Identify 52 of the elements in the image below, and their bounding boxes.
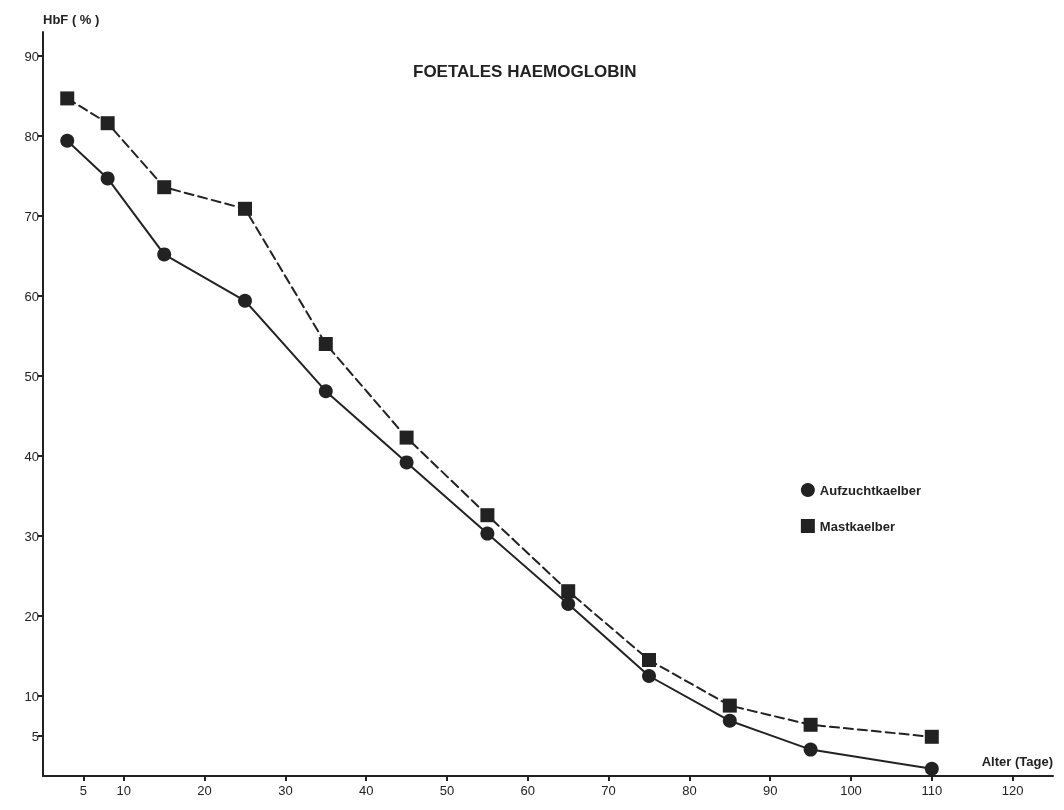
- y-tick-label: 5: [31, 728, 39, 744]
- y-tick-label: 60: [24, 288, 39, 304]
- y-tick-label: 90: [24, 48, 39, 64]
- point: [480, 508, 495, 523]
- y-tick-label: 20: [24, 608, 39, 624]
- point: [318, 337, 333, 351]
- x-tick-label: 50: [439, 783, 455, 798]
- point: [642, 653, 656, 667]
- point: [561, 597, 576, 611]
- x-tick-label: 30: [278, 783, 293, 798]
- point: [722, 713, 737, 728]
- x-tick-label: 120: [1001, 783, 1024, 798]
- point: [318, 384, 333, 399]
- x-tick-label: 110: [921, 783, 943, 798]
- y-tick-label: 40: [24, 448, 39, 464]
- y-tick-label: 70: [24, 208, 39, 224]
- point: [561, 584, 576, 599]
- point: [803, 742, 818, 757]
- x-tick-label: 10: [116, 783, 132, 798]
- point: [803, 717, 818, 732]
- point: [480, 526, 495, 541]
- y-tick-label: 30: [24, 528, 39, 544]
- point: [924, 761, 939, 776]
- x-tick-label: 80: [682, 783, 697, 798]
- legend-label: Mastkaelber: [819, 518, 896, 534]
- y-axis-title: HbF ( % ): [43, 12, 100, 27]
- y-tick-label: 50: [24, 368, 39, 384]
- x-axis-title: Alter (Tage): [981, 754, 1053, 769]
- x-tick-label: 70: [601, 783, 616, 798]
- x-tick-label: 40: [358, 783, 374, 798]
- point: [642, 669, 656, 683]
- text: FOETALES HAEMOGLOBIN: [413, 62, 637, 81]
- x-tick-label: 90: [762, 783, 778, 798]
- point: [924, 729, 939, 744]
- point: [722, 698, 737, 713]
- point: [100, 116, 115, 131]
- point: [399, 455, 414, 470]
- x-tick-label: 100: [840, 783, 862, 798]
- point: [60, 133, 75, 148]
- y-tick-label: 10: [24, 688, 39, 704]
- point: [60, 91, 75, 106]
- point: [100, 171, 115, 186]
- point: [157, 247, 172, 262]
- legend-label: Aufzuchtkaelber: [819, 482, 922, 498]
- point: [238, 293, 252, 308]
- x-tick-label: 60: [520, 783, 536, 798]
- point: [238, 201, 252, 216]
- point: [157, 180, 172, 195]
- y-tick-label: 80: [24, 128, 39, 144]
- point: [399, 430, 414, 445]
- x-tick-label: 5: [79, 783, 88, 798]
- x-tick-label: 20: [197, 783, 212, 798]
